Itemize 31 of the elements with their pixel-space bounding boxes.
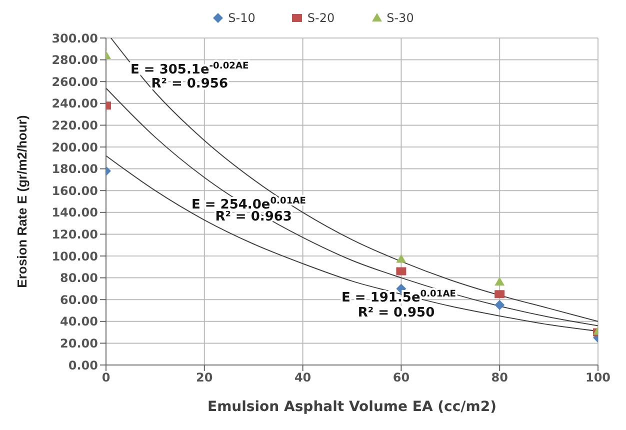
x-tick-label: 60 <box>392 370 410 385</box>
y-tick-label: 60.00 <box>60 292 98 307</box>
annotation: R² = 0.956 <box>151 76 228 92</box>
y-tick-label: 180.00 <box>52 162 98 176</box>
y-tick-label: 40.00 <box>60 314 98 329</box>
x-tick-label: 40 <box>294 370 312 385</box>
y-tick-label: 160.00 <box>52 184 98 198</box>
annotation: R² = 0.950 <box>358 306 435 321</box>
legend-label: S-10 <box>228 11 256 25</box>
y-tick-label: 240.00 <box>52 96 98 111</box>
y-tick-label: 300.00 <box>52 31 98 46</box>
y-tick-label: 280.00 <box>52 53 98 68</box>
y-tick-label: 200.00 <box>52 140 98 154</box>
x-tick-label: 20 <box>196 370 213 385</box>
annotation: E = 191.5e$^{0.01AE}$ <box>342 289 456 306</box>
x-axis-title: Emulsion Asphalt Volume EA (cc/m2) <box>208 399 496 415</box>
y-tick-label: 20.00 <box>60 336 98 350</box>
y-tick-label: 260.00 <box>52 74 98 89</box>
y-tick-label: 140.00 <box>52 206 98 220</box>
y-tick-label: 100.00 <box>52 249 98 264</box>
y-tick-label: 0.00 <box>68 358 98 372</box>
y-tick-label: 120.00 <box>52 227 98 242</box>
y-tick-label: 220.00 <box>52 118 98 132</box>
x-tick-label: 80 <box>491 370 508 385</box>
legend-label: S-20 <box>307 11 335 25</box>
legend-label: S-30 <box>386 11 414 25</box>
x-tick-label: 0 <box>102 370 110 385</box>
y-axis-title: Erosion Rate E (gr/m2/hour) <box>14 115 30 288</box>
x-tick-label: 100 <box>585 370 611 385</box>
y-tick-label: 80.00 <box>60 271 98 286</box>
line-series <box>110 38 598 322</box>
